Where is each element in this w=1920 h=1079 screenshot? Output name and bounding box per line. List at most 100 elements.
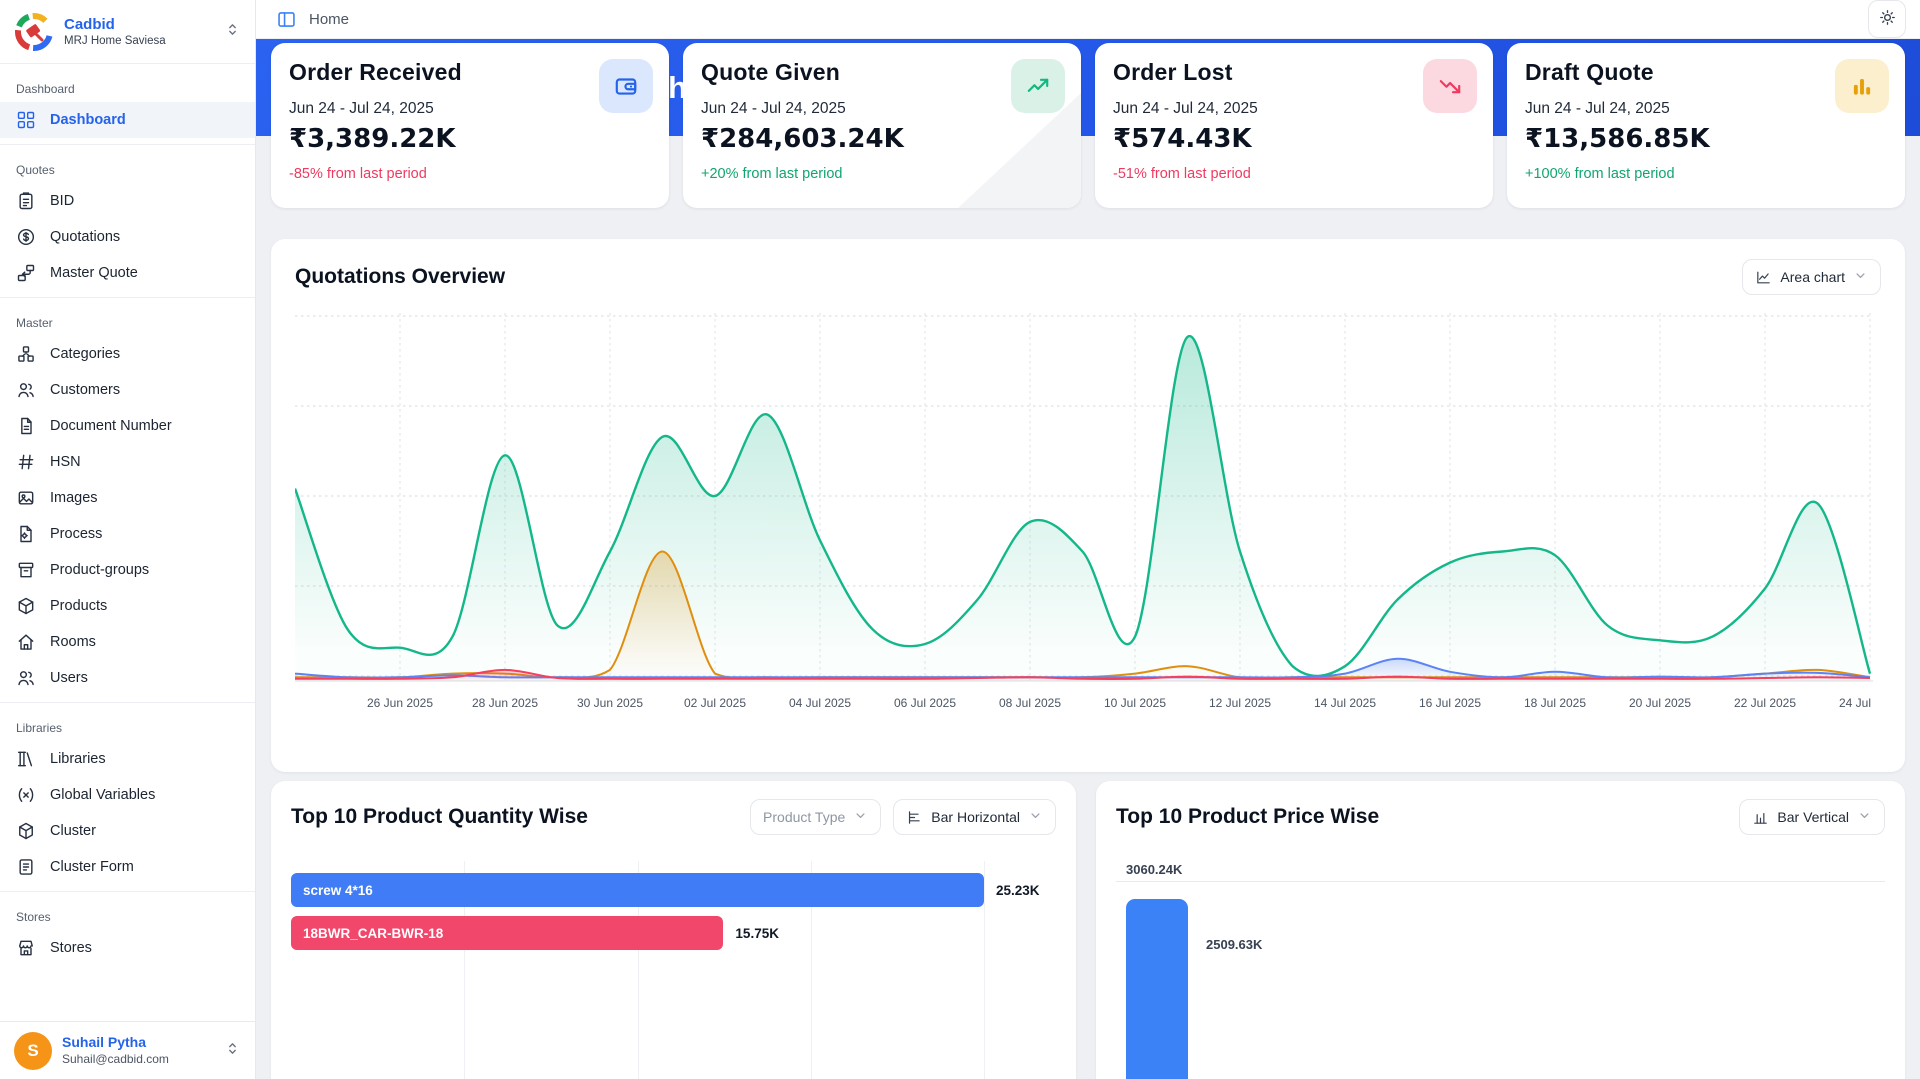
- sidebar-item-label: Document Number: [50, 418, 172, 434]
- sidebar-item-bid[interactable]: BID: [0, 183, 255, 219]
- bar-2[interactable]: 18BWR_CAR-BWR-18: [291, 916, 724, 950]
- sidebar-item-cluster[interactable]: Cluster: [0, 813, 255, 849]
- svg-text:28 Jun 2025: 28 Jun 2025: [472, 696, 538, 710]
- top10-quantity-card: Top 10 Product Quantity Wise Product Typ…: [271, 781, 1076, 1079]
- sidebar-item-customers[interactable]: Customers: [0, 372, 255, 408]
- quantity-chart-type-select[interactable]: Bar Horizontal: [893, 799, 1056, 835]
- sidebar-item-cluster-form[interactable]: Cluster Form: [0, 849, 255, 885]
- section-label: Quotes: [16, 163, 55, 177]
- sidebar-item-label: Quotations: [50, 229, 121, 245]
- sidebar-item-label: Rooms: [50, 634, 96, 650]
- bar-category-label: 18BWR_CAR-BWR-18: [303, 925, 444, 941]
- users-icon: [16, 668, 36, 688]
- stat-date-range: Jun 24 - Jul 24, 2025: [701, 100, 846, 117]
- section-label: Libraries: [16, 721, 63, 735]
- sidebar-item-hsn[interactable]: HSN: [0, 444, 255, 480]
- stat-title: Draft Quote: [1525, 59, 1654, 85]
- theme-toggle-button[interactable]: [1868, 0, 1906, 38]
- dollar-circle-icon: [16, 227, 36, 247]
- bar-horizontal-icon: [906, 809, 923, 826]
- bar-value-label: 15.75K: [735, 925, 779, 941]
- bar-1[interactable]: screw 4*16: [291, 873, 984, 907]
- sidebar-section-libraries: Libraries Libraries Global Variables Cluste…: [0, 703, 255, 892]
- chevron-up-down-icon: [224, 1040, 241, 1062]
- user-email: Suhail@cadbid.com: [62, 1051, 169, 1066]
- sidebar: Cadbid MRJ Home Saviesa Dashboard Dashboa…: [0, 0, 256, 1079]
- svg-text:10 Jul 2025: 10 Jul 2025: [1104, 696, 1166, 710]
- svg-text:06 Jul 2025: 06 Jul 2025: [894, 696, 956, 710]
- bar-row: screw 4*16 25.23K: [291, 873, 1056, 907]
- sidebar-item-label: Dashboard: [50, 112, 126, 128]
- price-bar[interactable]: [1126, 899, 1188, 1079]
- sidebar-item-process[interactable]: Process: [0, 516, 255, 552]
- sidebar-item-categories[interactable]: Categories: [0, 336, 255, 372]
- file-process-icon: [16, 524, 36, 544]
- quotations-overview-card: Quotations Overview Area chart 26 Jun 20…: [271, 239, 1905, 772]
- sidebar-item-products[interactable]: Products: [0, 588, 255, 624]
- overview-title: Quotations Overview: [295, 265, 506, 288]
- svg-text:24 Jul 2025: 24 Jul 2025: [1839, 696, 1873, 710]
- dashboard-grid-icon: [16, 110, 36, 130]
- stat-value: ₹574.43K: [1113, 124, 1252, 154]
- chart-type-value: Area chart: [1780, 269, 1845, 285]
- sidebar-item-document-number[interactable]: Document Number: [0, 408, 255, 444]
- sidebar-toggle-icon[interactable]: [276, 9, 297, 30]
- line-chart-icon: [1755, 269, 1772, 286]
- price-title: Top 10 Product Price Wise: [1116, 805, 1380, 828]
- stat-delta: +20% from last period: [701, 166, 843, 182]
- sidebar-item-images[interactable]: Images: [0, 480, 255, 516]
- sidebar-section-dashboard: Dashboard Dashboard: [0, 64, 255, 145]
- image-icon: [16, 488, 36, 508]
- sidebar-section-master: Master Categories Customers Document Number…: [0, 298, 255, 703]
- top10-price-card: Top 10 Product Price Wise Bar Vertical 3…: [1096, 781, 1905, 1079]
- sidebar-item-dashboard[interactable]: Dashboard: [0, 102, 255, 138]
- product-type-select[interactable]: Product Type: [750, 799, 882, 835]
- stat-card-order-lost: Order Lost Jun 24 - Jul 24, 2025 ₹574.43K -…: [1095, 43, 1493, 208]
- sidebar-item-libraries[interactable]: Libraries: [0, 741, 255, 777]
- chart-type-select[interactable]: Area chart: [1742, 259, 1881, 295]
- sidebar-item-label: Global Variables: [50, 787, 156, 803]
- gridline-label: 3060.24K: [1126, 862, 1183, 877]
- user-name: Suhail Pytha: [62, 1034, 147, 1051]
- avatar: S: [14, 1031, 52, 1070]
- clipboard-icon: [16, 191, 36, 211]
- quantity-bar-chart: screw 4*16 25.23K 18BWR_CAR-BWR-18 15.75K: [291, 861, 1056, 1079]
- sidebar-item-global-variables[interactable]: Global Variables: [0, 777, 255, 813]
- workspace-switcher[interactable]: Cadbid MRJ Home Saviesa: [0, 0, 255, 64]
- library-icon: [16, 749, 36, 769]
- svg-text:16 Jul 2025: 16 Jul 2025: [1419, 696, 1481, 710]
- stat-value: ₹3,389.22K: [289, 124, 456, 154]
- form-icon: [16, 857, 36, 877]
- stat-delta: -85% from last period: [289, 166, 427, 182]
- chevron-down-icon: [1857, 808, 1872, 826]
- brand-name: Cadbid: [64, 16, 115, 33]
- price-chart-type-select[interactable]: Bar Vertical: [1739, 799, 1885, 835]
- quotations-area-chart: 26 Jun 2025 28 Jun 2025 30 Jun 2025 02 Jul …: [295, 313, 1873, 710]
- stat-date-range: Jun 24 - Jul 24, 2025: [1525, 100, 1670, 117]
- user-menu[interactable]: S Suhail Pytha Suhail@cadbid.com: [0, 1021, 255, 1079]
- chevron-up-down-icon: [224, 21, 241, 43]
- chevron-down-icon: [853, 808, 868, 826]
- sidebar-item-users[interactable]: Users: [0, 660, 255, 696]
- section-label: Dashboard: [16, 82, 75, 96]
- sidebar-item-quotations[interactable]: Quotations: [0, 219, 255, 255]
- stat-date-range: Jun 24 - Jul 24, 2025: [1113, 100, 1258, 117]
- price-chart-type-value: Bar Vertical: [1777, 809, 1849, 825]
- sidebar-item-label: Cluster Form: [50, 859, 134, 875]
- gridlines: [291, 861, 985, 1079]
- bar-value-label: 25.23K: [996, 882, 1040, 898]
- sidebar-item-stores[interactable]: Stores: [0, 930, 255, 966]
- gridline: 3060.24K: [1116, 862, 1885, 882]
- sidebar-item-label: Libraries: [50, 751, 106, 767]
- top-bar: Home: [256, 0, 1920, 39]
- sidebar-item-master-quote[interactable]: Master Quote: [0, 255, 255, 291]
- svg-text:12 Jul 2025: 12 Jul 2025: [1209, 696, 1271, 710]
- sidebar-item-rooms[interactable]: Rooms: [0, 624, 255, 660]
- trend-up-icon: [1011, 59, 1065, 113]
- svg-text:04 Jul 2025: 04 Jul 2025: [789, 696, 851, 710]
- sidebar-item-label: BID: [50, 193, 75, 209]
- bar-category-label: screw 4*16: [303, 882, 373, 898]
- sidebar-item-product-groups[interactable]: Product-groups: [0, 552, 255, 588]
- stat-card-draft-quote: Draft Quote Jun 24 - Jul 24, 2025 ₹13,586.…: [1507, 43, 1905, 208]
- store-icon: [16, 938, 36, 958]
